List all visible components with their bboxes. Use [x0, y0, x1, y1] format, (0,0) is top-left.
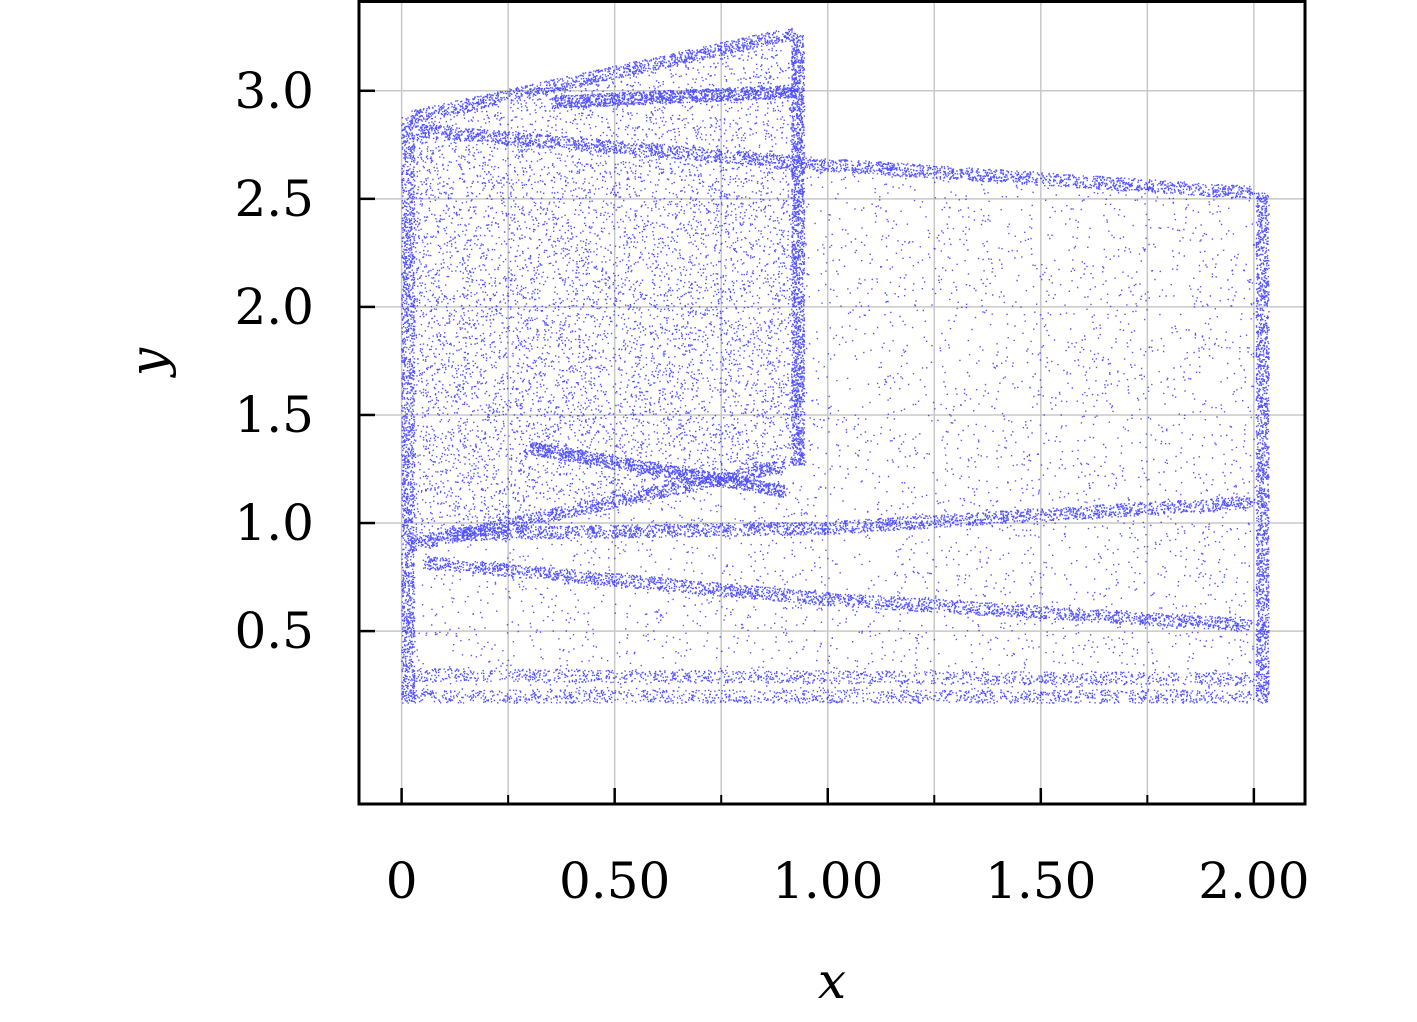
x-tick-label-2: 1.00	[772, 852, 883, 910]
y-tick-label-3: 2.0	[234, 278, 314, 336]
y-tick-label-4: 2.5	[234, 170, 314, 228]
y-tick-label-0: 0.5	[234, 602, 314, 660]
y-tick-label-2: 1.5	[234, 386, 314, 444]
x-axis-label: x	[818, 952, 846, 1010]
tick-labels: 0 0.50 1.00 1.50 2.00 0.5 1.0 1.5 2.0 2.5 3.0	[234, 62, 1309, 910]
x-tick-label-3: 1.50	[985, 852, 1096, 910]
y-tick-label-1: 1.0	[234, 494, 314, 552]
y-tick-label-5: 3.0	[234, 62, 314, 120]
x-tick-label-4: 2.00	[1198, 852, 1309, 910]
plot-frame	[357, 0, 1307, 806]
x-tick-label-1: 0.50	[559, 852, 670, 910]
y-axis-label: y	[119, 347, 177, 378]
axis-ticks	[359, 89, 1256, 804]
scatter-points	[401, 27, 1270, 704]
scatter-series-points	[401, 27, 1270, 704]
x-tick-label-0: 0	[386, 852, 418, 910]
